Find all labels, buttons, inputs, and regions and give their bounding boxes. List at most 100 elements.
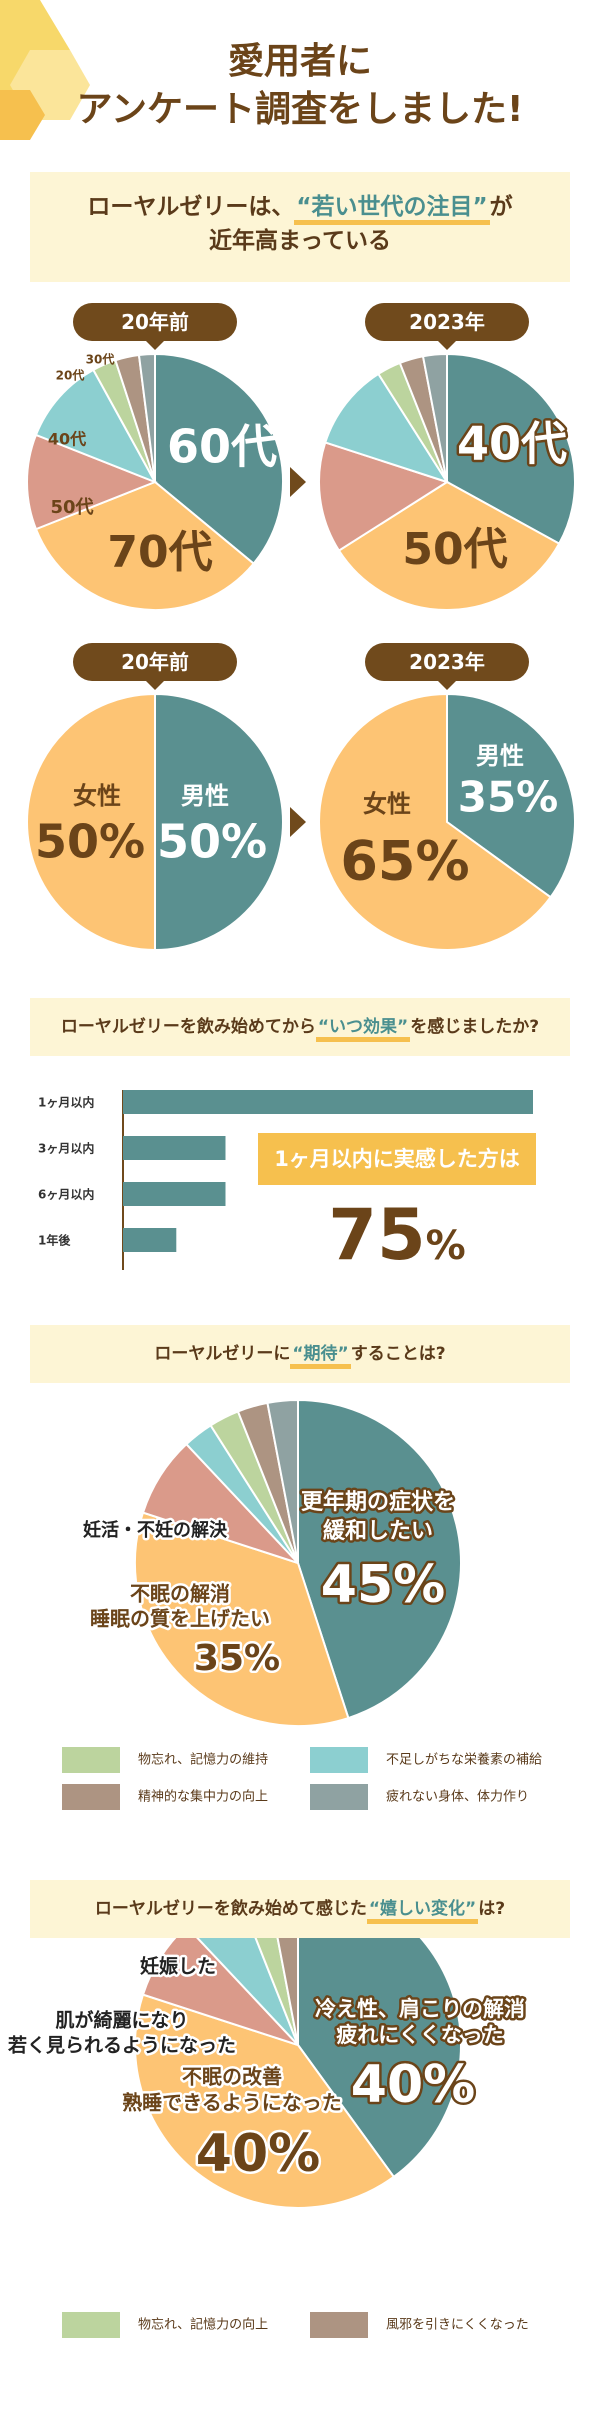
pie-slice: [337, 480, 561, 611]
slice-label: 緩和したい: [323, 1518, 433, 1544]
legend-item: 風邪を引きにくくなった: [310, 2312, 529, 2338]
pie-slice: [134, 1993, 396, 2209]
banner-highlight: “嬉しい変化”: [366, 1899, 479, 1924]
bar: [123, 1228, 177, 1252]
arrow-right-icon: [290, 807, 306, 837]
effect-timing-bar-chart: 1ヶ月以内 3ヶ月以内 6ヶ月以内 1年後: [38, 1090, 533, 1270]
pie-slice: [134, 1511, 350, 1727]
honeycomb-decoration: [0, 0, 90, 140]
slice-label: 女性: [363, 790, 411, 818]
legend-item: 物忘れ、記憶力の維持: [62, 1747, 268, 1773]
label-after: 2023年: [365, 643, 529, 690]
banner-text: ローヤルゼリーを飲み始めてから: [60, 1017, 316, 1037]
slice-value: 35%: [458, 773, 559, 822]
banner-highlight: “若い世代の注目”: [294, 194, 490, 225]
banner-text: が: [489, 194, 513, 220]
age-pie-after: 40代 50代: [318, 352, 576, 611]
slice-value: 40%: [196, 2124, 320, 2184]
legend-swatch: [62, 1784, 120, 1810]
banner-text: ローヤルゼリーに: [154, 1344, 291, 1364]
pie-slice: [154, 352, 284, 565]
slice-label: 熟睡できるようになった: [122, 2091, 342, 2115]
slice-label: 40代: [457, 417, 567, 471]
legend-swatch: [62, 1747, 120, 1773]
slice-label: 不眠の改善: [182, 2065, 282, 2089]
pie-slice: [421, 352, 448, 483]
page-title: 愛用者に アンケート調査をしました!: [0, 38, 600, 134]
pie-slice: [446, 692, 576, 899]
slice-label: 男性: [476, 742, 524, 770]
banner-highlight: “いつ効果”: [315, 1017, 411, 1042]
bar-category-label: 6ヶ月以内: [38, 1187, 94, 1202]
banner-text-line-2: 近年高まっている: [209, 228, 391, 254]
banner-text: ローヤルゼリーは、: [87, 194, 295, 220]
legend-label: 疲れない身体、体力作り: [386, 1789, 530, 1805]
bar: [123, 1090, 533, 1114]
slice-value: 40%: [351, 2055, 475, 2115]
slice-value: 50%: [35, 815, 145, 869]
pie-slice: [26, 433, 158, 531]
slice-label: 妊娠した: [140, 1955, 216, 1978]
pie-slice: [154, 692, 284, 952]
slice-label: 男性: [181, 782, 229, 810]
legend-item: 物忘れ、記憶力の向上: [62, 2312, 268, 2338]
label-after: 2023年: [365, 303, 529, 350]
pie-slice: [318, 692, 552, 951]
section-expectation-banner: ローヤルゼリーに “期待” することは?: [30, 1325, 570, 1383]
slice-label: 60代: [167, 420, 277, 474]
bar: [123, 1182, 226, 1206]
slice-label: 50代: [402, 524, 507, 575]
pie-slice: [34, 368, 158, 484]
slice-label: 睡眠の質を上げたい: [90, 1607, 270, 1631]
slice-label: 更年期の症状を: [301, 1489, 455, 1515]
legend-item: 疲れない身体、体力作り: [310, 1784, 529, 1810]
slice-value: 65%: [340, 830, 469, 893]
legend-swatch: [62, 2312, 120, 2338]
hero-header: 愛用者に アンケート調査をしました!: [0, 0, 600, 160]
legend-label: 物忘れ、記憶力の維持: [138, 1752, 269, 1768]
slice-value: 50%: [157, 815, 267, 869]
bar-category-label: 1年後: [38, 1233, 71, 1248]
pie-slice: [324, 372, 450, 484]
section-effect-timing-banner: ローヤルゼリーを飲み始めてから “いつ効果” を感じましたか?: [30, 998, 570, 1056]
legend-item: 精神的な集中力の向上: [62, 1784, 268, 1810]
bar-category-label: 1ヶ月以内: [38, 1095, 94, 1110]
pie-slice: [318, 441, 450, 552]
section-young-generation-banner: ローヤルゼリーは、“若い世代の注目”が 近年高まっている: [30, 172, 570, 282]
title-line-2: アンケート調査をしました!: [76, 89, 524, 130]
gender-pie-before: 男性 50% 女性 50%: [26, 692, 284, 952]
bar-category-label: 3ヶ月以内: [38, 1141, 94, 1156]
pie-slice: [266, 1398, 299, 1564]
legend-swatch: [310, 1747, 368, 1773]
slice-label: 40代: [48, 430, 86, 449]
legend-label: 物忘れ、記憶力の向上: [138, 2317, 269, 2333]
big-percentage: 75%: [258, 1185, 536, 1296]
legend-swatch: [310, 2312, 368, 2338]
percentage-value: 75: [328, 1194, 426, 1276]
slice-label: 30代: [86, 352, 115, 367]
pie-slice: [297, 1398, 462, 1720]
percentage-unit: %: [425, 1223, 466, 1269]
slice-label: 50代: [50, 497, 93, 518]
legend-item: 不足しがちな栄養素の補給: [310, 1747, 542, 1773]
title-line-1: 愛用者に: [227, 41, 372, 82]
pie-slice: [34, 480, 256, 611]
slice-value: 45%: [321, 1555, 445, 1615]
bar: [123, 1136, 226, 1160]
slice-label: 疲れにくくなった: [336, 2023, 504, 2047]
legend-label: 精神的な集中力の向上: [138, 1789, 269, 1805]
legend-label: 風邪を引きにくくなった: [386, 2317, 529, 2333]
label-before: 20年前: [73, 303, 237, 350]
banner-text: を感じましたか?: [410, 1017, 540, 1037]
callout-box: 1ヶ月以内に実感した方は: [258, 1133, 536, 1185]
slice-label: 不眠の解消: [130, 1582, 230, 1606]
slice-label: 冷え性、肩こりの解消: [315, 1997, 525, 2021]
gender-pie-after: 男性 35% 女性 65%: [318, 692, 576, 951]
slice-label: 70代: [107, 527, 212, 578]
slice-label: 妊活・不妊の解決: [83, 1519, 228, 1541]
banner-highlight: “期待”: [290, 1344, 351, 1369]
